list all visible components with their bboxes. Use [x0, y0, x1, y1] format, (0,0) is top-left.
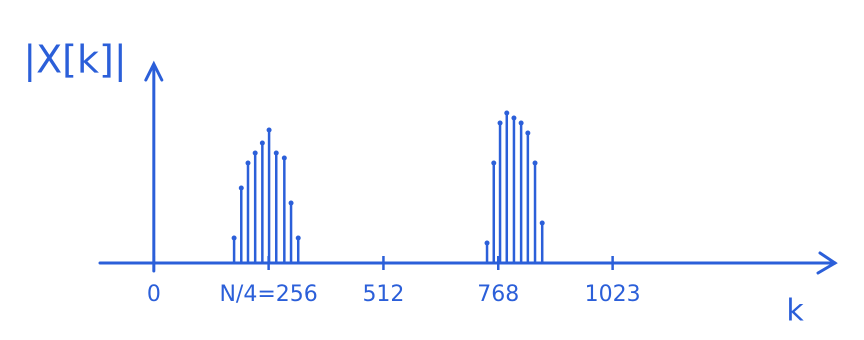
stem-head: [289, 201, 294, 206]
x-tick-label: 512: [362, 282, 404, 307]
x-tick-label: 1023: [585, 282, 641, 307]
stem-head: [246, 161, 251, 166]
stem-head: [511, 116, 516, 121]
stem-head: [282, 156, 287, 161]
stem-head: [525, 131, 530, 136]
stem-head: [533, 161, 538, 166]
stem-head: [504, 111, 509, 116]
chart: |X[k]| k 0 N/4=256 512 768 1023: [0, 0, 864, 340]
x-tick-label: 0: [147, 282, 161, 307]
stem-head: [260, 141, 265, 146]
x-axis-label: k: [786, 294, 804, 329]
stem-head: [239, 186, 244, 191]
y-axis-label: |X[k]|: [23, 38, 126, 83]
stem-head: [296, 236, 301, 241]
stem-head: [491, 161, 496, 166]
stem-head: [498, 121, 503, 126]
stem-head: [267, 128, 272, 133]
stem-head: [540, 221, 545, 226]
stem-head: [232, 236, 237, 241]
stem-head: [519, 121, 524, 126]
stem-head: [485, 241, 490, 246]
stem-head: [253, 151, 258, 156]
stem-head: [274, 151, 279, 156]
x-tick-label: N/4=256: [219, 282, 317, 307]
x-tick-label: 768: [477, 282, 519, 307]
